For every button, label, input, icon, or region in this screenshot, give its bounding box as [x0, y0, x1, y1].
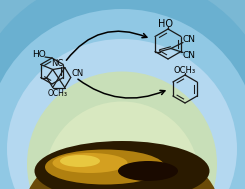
Text: NC: NC	[51, 60, 63, 68]
Text: HO: HO	[32, 50, 46, 59]
Text: CN: CN	[182, 51, 195, 60]
Ellipse shape	[0, 9, 245, 189]
Text: OCH₃: OCH₃	[173, 66, 195, 75]
Text: HO: HO	[158, 19, 173, 29]
Ellipse shape	[45, 101, 199, 189]
Ellipse shape	[60, 155, 100, 167]
Text: OCH₃: OCH₃	[48, 90, 68, 98]
Ellipse shape	[52, 153, 127, 173]
Ellipse shape	[35, 141, 209, 189]
Ellipse shape	[27, 71, 217, 189]
Ellipse shape	[7, 39, 237, 189]
Ellipse shape	[24, 144, 220, 189]
Ellipse shape	[45, 149, 165, 184]
Text: CN: CN	[72, 68, 84, 77]
Ellipse shape	[118, 161, 178, 181]
Text: CN: CN	[182, 35, 195, 43]
